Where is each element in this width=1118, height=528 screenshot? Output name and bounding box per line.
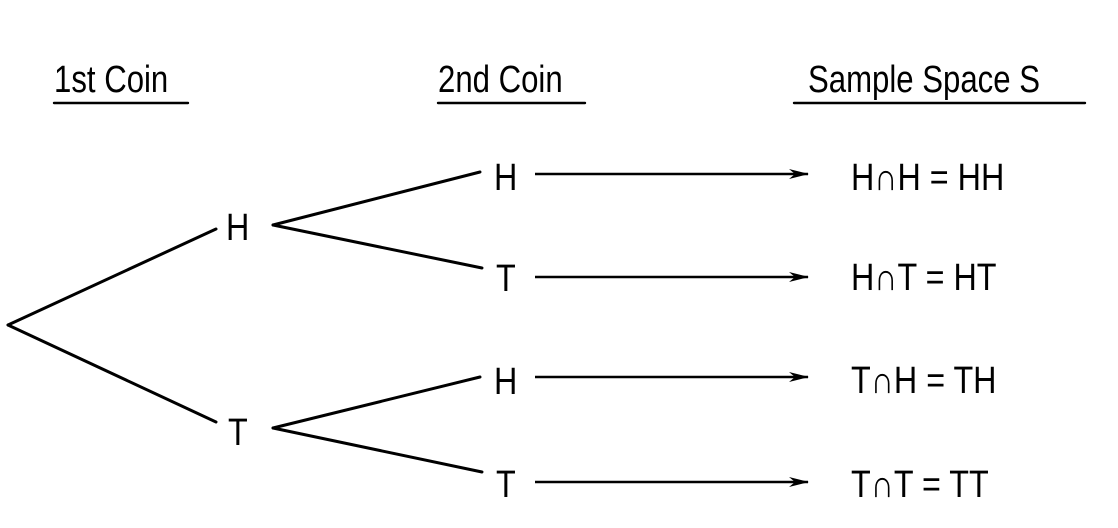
- branch-h-to-h: [271, 170, 482, 227]
- branch-t-to-t: [271, 426, 484, 474]
- first-coin-outcome-t: T: [228, 412, 248, 454]
- header-sample-space: Sample Space S: [808, 59, 1040, 101]
- sample-space-outcome-hh: H∩H = HH: [851, 157, 1004, 199]
- second-coin-outcome-th: H: [494, 361, 517, 403]
- branch-h-to-t: [271, 223, 484, 270]
- header-first-coin: 1st Coin: [54, 59, 168, 101]
- header-second-coin: 2nd Coin: [438, 59, 563, 101]
- first-coin-outcome-h: H: [226, 207, 249, 249]
- branch-root-to-t: [6, 323, 218, 424]
- second-coin-outcome-tt: T: [496, 464, 516, 506]
- sample-space-outcome-tt: T∩T = TT: [851, 464, 989, 506]
- branch-t-to-h: [271, 375, 482, 430]
- branch-root-to-h: [6, 227, 218, 327]
- sample-space-outcome-ht: H∩T = HT: [851, 257, 997, 299]
- second-coin-outcome-ht: T: [496, 258, 516, 300]
- second-coin-outcome-hh: H: [494, 157, 517, 199]
- sample-space-outcome-th: T∩H = TH: [851, 360, 997, 402]
